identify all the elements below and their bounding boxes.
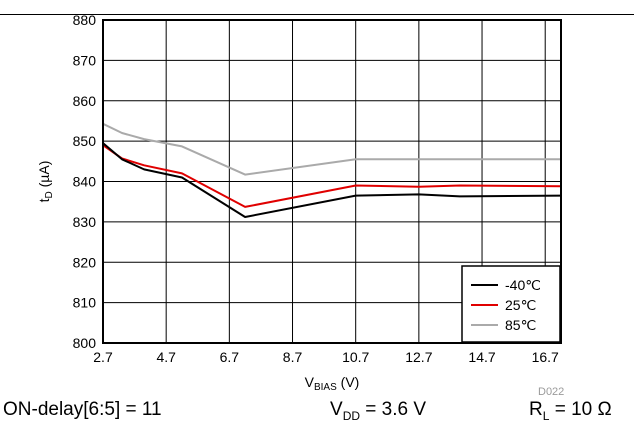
y-tick-label: 820 [73, 254, 97, 270]
legend-label: 25℃ [505, 297, 536, 313]
caption-vdd: VDD = 3.6 V [330, 399, 426, 423]
caption-vdd-main: V [330, 399, 343, 420]
legend-label: -40℃ [505, 277, 541, 293]
x-tick-labels: 2.7 4.7 6.7 8.7 10.7 12.7 14.7 16.7 [93, 349, 559, 365]
y-tick-label: 870 [73, 52, 97, 68]
x-tick-label: 8.7 [283, 349, 303, 365]
y-tick-label: 810 [73, 295, 97, 311]
x-tick-label: 14.7 [468, 349, 495, 365]
series-line [102, 142, 562, 218]
series-line [102, 122, 561, 176]
x-tick-label: 10.7 [342, 349, 369, 365]
y-axis-label-main: t [36, 198, 52, 202]
y-tick-label: 800 [73, 335, 97, 351]
x-axis-label-sub: BIAS [314, 382, 337, 393]
x-axis-label: VBIAS (V) [305, 374, 360, 393]
caption-rl-main: R [529, 399, 543, 420]
y-tick-labels: 800 810 820 830 840 850 860 870 880 [73, 12, 97, 351]
x-tick-label: 4.7 [156, 349, 176, 365]
caption-rl-sub: L [542, 408, 550, 423]
x-tick-label: 6.7 [220, 349, 240, 365]
y-tick-label: 830 [73, 214, 97, 230]
x-tick-label: 12.7 [405, 349, 432, 365]
figure-code: D022 [538, 386, 565, 398]
y-tick-label: 880 [73, 12, 97, 28]
top-rule [0, 14, 634, 15]
caption-vdd-sub: DD [342, 408, 361, 423]
y-axis-label-unit: (µA) [36, 161, 52, 192]
legend-label: 85℃ [505, 317, 536, 333]
x-tick-label: 2.7 [93, 349, 113, 365]
y-axis-label-sub: D [44, 191, 55, 198]
caption-on-delay: ON-delay[6:5] = 11 [3, 399, 162, 420]
y-tick-label: 840 [73, 174, 97, 190]
x-tick-label: 16.7 [532, 349, 559, 365]
legend: -40℃ 25℃ 85℃ [461, 265, 561, 343]
x-axis-label-main: V [305, 374, 315, 390]
y-tick-label: 850 [73, 133, 97, 149]
series-layer [102, 122, 562, 218]
plot-area-frame [102, 19, 562, 344]
line-chart: 2.7 4.7 6.7 8.7 10.7 12.7 14.7 16.7 800 810 820 83… [36, 12, 562, 393]
x-axis-label-unit: (V) [337, 374, 360, 390]
caption-rl: RL = 10 Ω [529, 399, 612, 423]
series-line [102, 144, 562, 208]
caption-vdd-value: = 3.6 V [360, 399, 427, 420]
caption-rl-value: = 10 Ω [549, 399, 612, 420]
y-tick-label: 860 [73, 93, 97, 109]
y-axis-label: tD (µA) [36, 161, 55, 203]
